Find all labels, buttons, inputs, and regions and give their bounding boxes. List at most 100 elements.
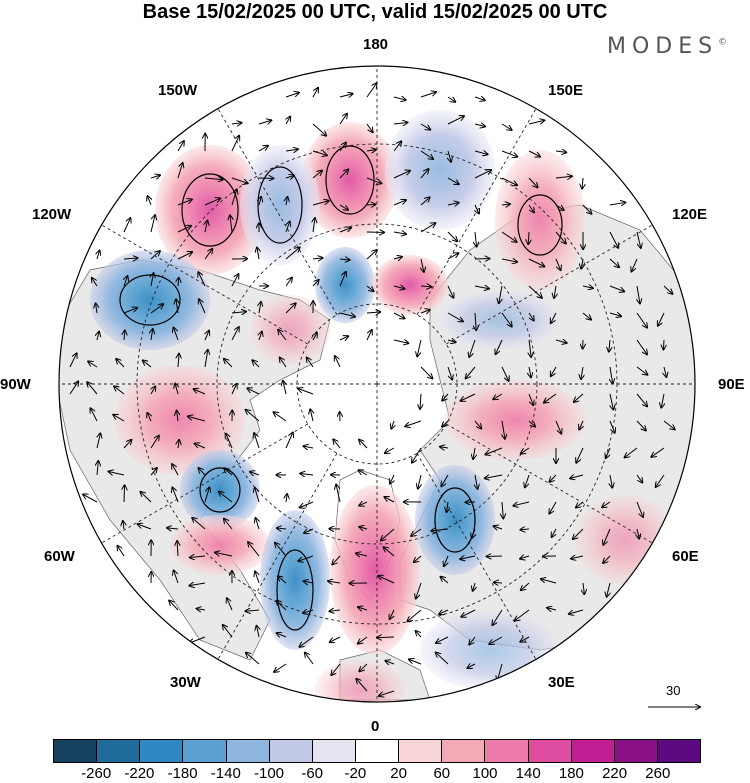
wind-vector: [177, 411, 178, 422]
wind-vector: [339, 204, 348, 210]
wind-vector: [90, 408, 98, 422]
wind-vector: [178, 278, 179, 287]
wind-vector: [393, 171, 410, 179]
lon-label-30e: 30E: [548, 674, 575, 691]
colorbar-ticks: -260 -220 -180 -140 -100 -60 -20 20 60 100 140 180 2…: [0, 765, 750, 783]
wind-vector: [552, 528, 556, 537]
wind-vector: [256, 626, 259, 638]
colorbar-tick-label: 20: [390, 765, 407, 782]
wind-vector: [117, 546, 125, 557]
wind-vector: [664, 366, 666, 377]
wind-vector: [285, 247, 300, 260]
contour: [119, 274, 181, 326]
anomaly-pos-60e: [575, 495, 675, 585]
wind-vector: [147, 196, 151, 206]
anomaly-neg-europe: [420, 610, 560, 690]
colorbar-swatch: [269, 740, 313, 762]
wind-vector: [312, 258, 322, 259]
wind-vector: [150, 436, 159, 449]
wind-vector: [224, 359, 233, 368]
wind-vector: [359, 527, 368, 529]
wind-vector: [461, 609, 476, 617]
wind-vector: [602, 501, 611, 507]
wind-vector: [300, 473, 314, 475]
wind-vector: [199, 299, 206, 314]
wind-vector: [447, 312, 463, 322]
wind-vector: [420, 169, 428, 179]
meridian: [101, 224, 308, 345]
colorbar-swatch: [140, 740, 184, 762]
colorbar-swatch: [226, 740, 270, 762]
wind-vector: [610, 474, 612, 488]
lon-label-90w: 90W: [0, 376, 31, 393]
wind-vector: [172, 488, 179, 503]
wind-vector: [606, 447, 611, 458]
wind-vector: [226, 434, 233, 449]
wind-vector: [189, 583, 206, 586]
wind-vector: [636, 231, 641, 248]
wind-vector: [528, 120, 544, 125]
wind-vector: [332, 555, 341, 564]
meridian: [217, 108, 338, 315]
colorbar-tick-label: 180: [558, 765, 584, 782]
wind-vector: [547, 608, 557, 610]
colorbar-tick-label: 220: [602, 765, 628, 782]
colorbar-tick-label: 260: [645, 765, 671, 782]
wind-vector: [359, 502, 368, 506]
wind-vector: [336, 485, 341, 503]
wind-vector: [467, 664, 476, 668]
wind-vector: [150, 175, 160, 178]
wind-vector: [528, 204, 534, 212]
wind-vector: [583, 582, 584, 594]
wind-vector: [569, 609, 584, 614]
wind-vector: [285, 176, 294, 178]
wind-vector: [259, 197, 261, 206]
wind-vector: [231, 312, 246, 313]
wind-vector: [286, 197, 287, 206]
wind-vector: [574, 393, 584, 402]
wind-vector: [393, 200, 406, 206]
wind-vector: [501, 312, 512, 326]
lon-label-60e: 60E: [672, 548, 699, 565]
wind-vector: [92, 278, 98, 287]
wind-vector: [231, 136, 239, 152]
wind-vector: [192, 518, 206, 530]
wind-vector: [656, 474, 665, 487]
wind-vector: [313, 218, 315, 233]
wind-vector: [521, 447, 530, 454]
meridian: [446, 423, 653, 544]
wind-vector: [582, 204, 591, 214]
wind-vector: [231, 123, 241, 124]
wind-vector: [393, 312, 405, 318]
meridian: [416, 453, 537, 660]
wind-vector: [285, 433, 293, 449]
wind-vector: [501, 150, 517, 157]
wind-vector: [69, 353, 77, 368]
wind-vector: [356, 679, 368, 692]
wind-vector: [246, 610, 260, 611]
wind-vector: [274, 663, 287, 672]
wind-vector: [277, 633, 287, 637]
wind-vector: [204, 249, 212, 260]
wind-vector: [603, 555, 611, 563]
wind-vector: [573, 528, 584, 539]
wind-vector: [109, 472, 125, 475]
wind-vector: [576, 501, 584, 508]
anomaly-neg-arctic: [315, 247, 375, 323]
wind-vector: [339, 169, 348, 179]
wind-vector: [636, 366, 647, 375]
wind-vector: [554, 285, 556, 298]
wind-vector: [310, 409, 313, 422]
wind-vector: [525, 474, 530, 487]
wind-vector: [555, 420, 561, 434]
wind-vector: [581, 258, 583, 269]
anomaly-pos-archipelago: [250, 295, 330, 365]
wind-vector: [359, 470, 368, 476]
wind-vector: [636, 339, 647, 354]
wind-vector: [256, 518, 259, 530]
anomaly-neg-kara: [440, 290, 560, 350]
wind-vector: [177, 252, 192, 260]
wind-vector: [231, 189, 237, 206]
wind-vector: [339, 312, 355, 317]
wind-vector: [143, 360, 152, 368]
